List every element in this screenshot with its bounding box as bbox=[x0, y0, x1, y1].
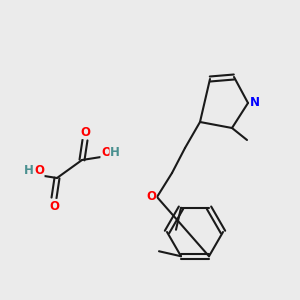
Text: H: H bbox=[24, 164, 34, 176]
Text: O: O bbox=[34, 164, 44, 176]
Text: O: O bbox=[80, 125, 90, 139]
Text: O: O bbox=[146, 190, 156, 203]
Text: N: N bbox=[250, 97, 260, 110]
Text: O: O bbox=[49, 200, 59, 212]
Text: H: H bbox=[110, 146, 120, 158]
Text: O: O bbox=[101, 146, 111, 158]
